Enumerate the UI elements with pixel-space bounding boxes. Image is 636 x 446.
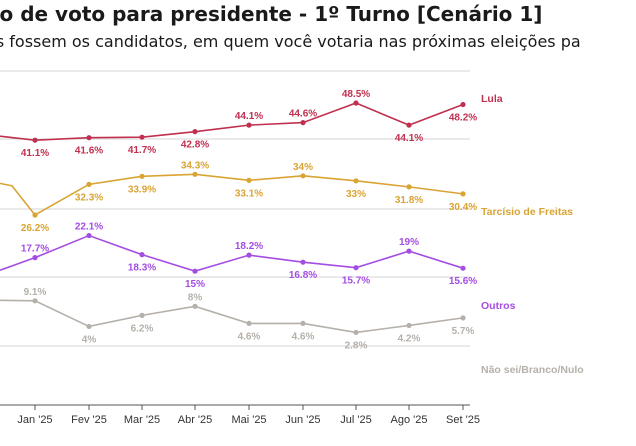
x-tick-label: Jul '25 bbox=[340, 414, 371, 426]
data-point bbox=[192, 171, 198, 177]
data-point bbox=[406, 322, 412, 329]
series-line-outros bbox=[0, 234, 464, 273]
data-label: 44.6% bbox=[289, 109, 317, 120]
data-point bbox=[353, 178, 359, 184]
series-label: Outros bbox=[481, 300, 516, 312]
series-line-n-o-sei-branco-nulo bbox=[0, 299, 464, 334]
data-label: 22.1% bbox=[75, 222, 103, 233]
data-point bbox=[86, 323, 92, 330]
series-label: Não sei/Branco/Nulo bbox=[481, 364, 584, 376]
data-point bbox=[460, 315, 466, 321]
data-point bbox=[192, 268, 198, 274]
data-point bbox=[139, 312, 145, 318]
data-point bbox=[32, 255, 38, 261]
data-point bbox=[139, 252, 145, 258]
data-point bbox=[246, 177, 252, 183]
data-point bbox=[32, 212, 38, 218]
chart-title: ão de voto para presidente - 1º Turno [C… bbox=[0, 2, 543, 26]
data-label: 4% bbox=[82, 334, 97, 345]
data-label: 9.1% bbox=[24, 287, 47, 298]
data-label: 15.7% bbox=[342, 276, 370, 287]
data-point bbox=[246, 320, 252, 327]
data-point bbox=[192, 129, 198, 135]
chart-subtitle: es fossem os candidatos, em quem você vo… bbox=[0, 32, 581, 51]
data-label: 48.5% bbox=[342, 89, 370, 100]
data-point bbox=[406, 122, 412, 128]
data-point bbox=[32, 137, 38, 143]
series-line-lula bbox=[0, 102, 464, 141]
data-point bbox=[246, 122, 252, 128]
data-label: 26.2% bbox=[21, 223, 49, 234]
data-point bbox=[300, 320, 306, 327]
data-label: 33% bbox=[346, 189, 366, 200]
data-label: 44.1% bbox=[395, 133, 423, 144]
data-label: 19% bbox=[399, 237, 419, 248]
series-label: Tarcísio de Freitas bbox=[481, 206, 573, 218]
data-label: 18.3% bbox=[128, 263, 156, 274]
x-tick-label: Jan '25 bbox=[17, 414, 52, 426]
data-label: 48.2% bbox=[449, 113, 477, 124]
data-label: 41.1% bbox=[21, 148, 49, 159]
data-point bbox=[86, 181, 92, 187]
data-label: 41.7% bbox=[128, 145, 156, 156]
data-label: 31.8% bbox=[395, 195, 423, 206]
data-point bbox=[460, 101, 466, 108]
data-label: 16.8% bbox=[289, 270, 317, 281]
data-label: 44.1% bbox=[235, 111, 263, 122]
data-point bbox=[139, 134, 145, 140]
series-label: Lula bbox=[481, 93, 503, 105]
data-point bbox=[460, 191, 466, 197]
data-label: 8% bbox=[188, 292, 203, 303]
data-point bbox=[139, 173, 145, 179]
x-tick-label: Jun '25 bbox=[285, 414, 320, 426]
data-label: 42.8% bbox=[181, 140, 209, 151]
data-point bbox=[460, 265, 466, 271]
x-tick-label: Fev '25 bbox=[71, 414, 107, 426]
data-point bbox=[353, 100, 359, 106]
data-point bbox=[192, 303, 198, 309]
data-label: 34.3% bbox=[181, 160, 209, 171]
data-label: 34% bbox=[293, 162, 313, 173]
data-label: 33.1% bbox=[235, 188, 263, 199]
data-label: 5.7% bbox=[452, 326, 475, 337]
data-point bbox=[86, 135, 92, 141]
data-point bbox=[32, 298, 38, 304]
data-point bbox=[353, 265, 359, 271]
x-tick-label: Abr '25 bbox=[178, 414, 213, 426]
data-label: 2.8% bbox=[345, 340, 368, 351]
data-point bbox=[300, 120, 306, 126]
data-label: 17.7% bbox=[21, 244, 49, 255]
x-tick-label: Ago '25 bbox=[391, 414, 428, 426]
data-label: 15% bbox=[185, 279, 205, 290]
data-point bbox=[406, 184, 412, 190]
data-label: 41.6% bbox=[75, 146, 103, 157]
data-point bbox=[406, 248, 412, 254]
data-label: 18.2% bbox=[235, 241, 263, 252]
data-point bbox=[246, 252, 252, 258]
data-label: 32.3% bbox=[75, 192, 103, 203]
x-tick-label: Mai '25 bbox=[231, 414, 266, 426]
x-tick-label: Set '25 bbox=[446, 414, 480, 426]
data-label: 4.2% bbox=[398, 333, 421, 344]
data-point bbox=[300, 173, 306, 179]
data-point bbox=[300, 259, 306, 265]
data-label: 33.9% bbox=[128, 184, 156, 195]
data-point bbox=[353, 329, 359, 336]
data-label: 30.4% bbox=[449, 202, 477, 213]
data-label: 4.6% bbox=[292, 331, 315, 342]
x-tick-label: Mar '25 bbox=[124, 414, 160, 426]
data-label: 4.6% bbox=[238, 331, 261, 342]
data-label: 6.2% bbox=[131, 323, 154, 334]
data-point bbox=[86, 232, 92, 239]
data-label: 15.6% bbox=[449, 276, 477, 287]
